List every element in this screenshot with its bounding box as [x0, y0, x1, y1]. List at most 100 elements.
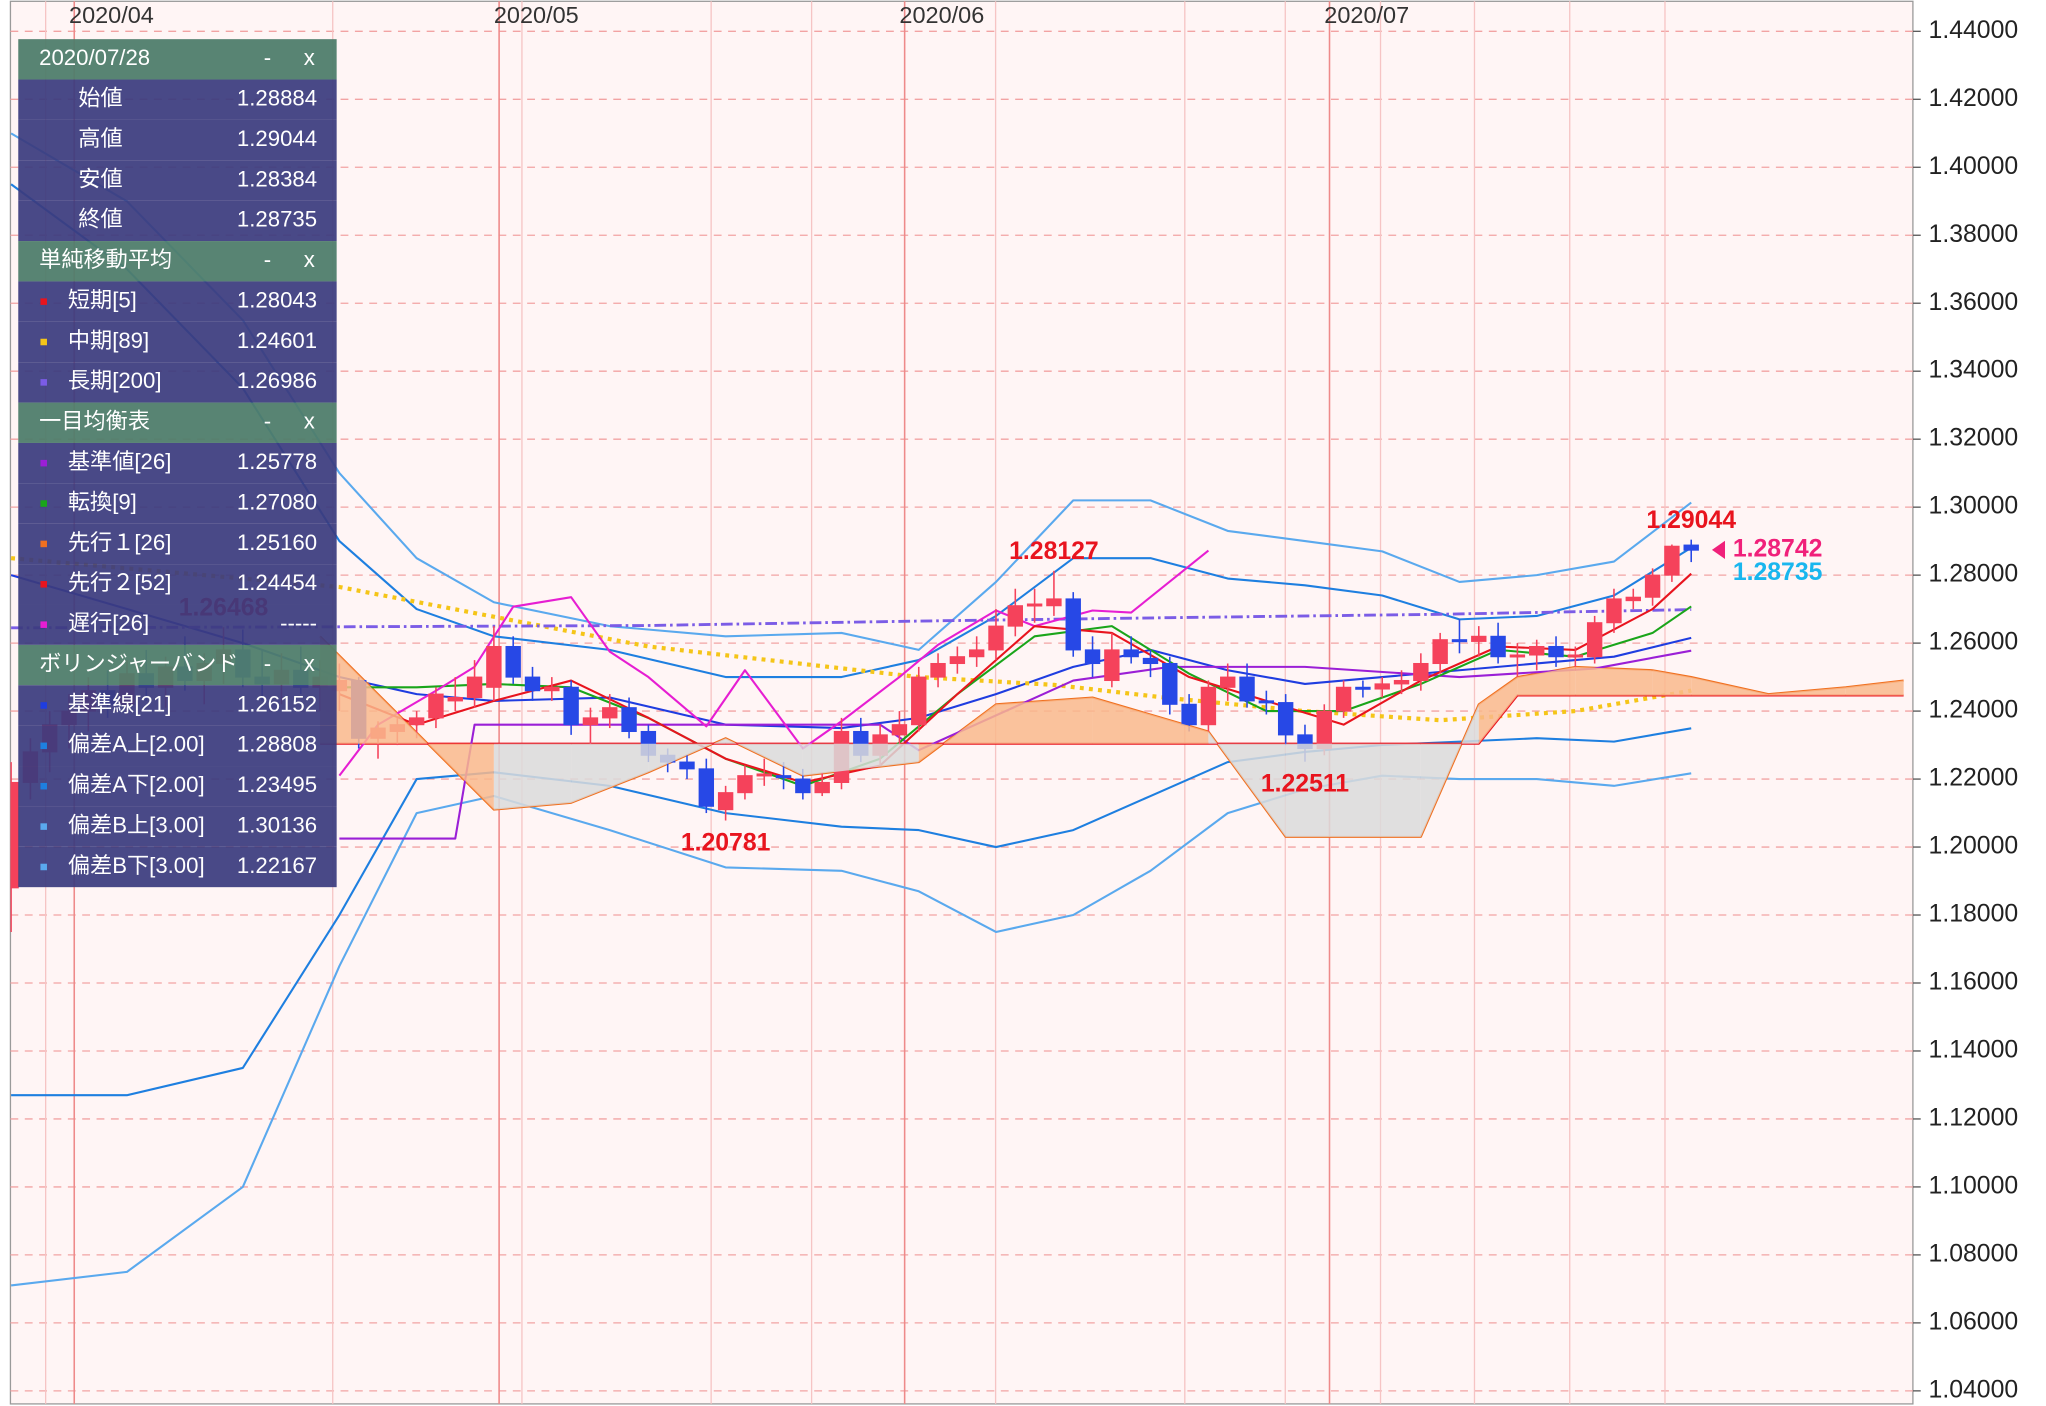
candle-body	[737, 775, 753, 794]
legend-label: 短期[5]	[68, 287, 137, 312]
panel-control[interactable]: x	[304, 45, 315, 70]
candle-body	[1181, 703, 1197, 726]
y-tick-label: 1.28000	[1929, 561, 2019, 588]
legend-label: 長期[200]	[68, 368, 162, 393]
candle-body	[1393, 679, 1410, 685]
panel-value: 1.28043	[237, 287, 317, 312]
legend-label: 中期[89]	[68, 328, 149, 353]
y-tick-label: 1.30000	[1929, 493, 2019, 520]
panel-row	[18, 321, 337, 363]
legend-swatch	[40, 742, 47, 750]
x-tick-label: 2020/05	[494, 2, 579, 28]
panel-row	[18, 483, 337, 524]
y-tick-label: 1.04000	[1929, 1376, 2019, 1403]
candle-body	[544, 686, 560, 692]
legend-swatch	[40, 500, 47, 507]
candle-body	[698, 768, 715, 807]
price-label: 1.28735	[1733, 559, 1823, 586]
candle-body	[428, 693, 444, 719]
y-tick-label: 1.26000	[1929, 629, 2019, 656]
panel-value: 1.25160	[237, 530, 317, 555]
candle-body	[1065, 598, 1081, 651]
candle-body	[1123, 649, 1139, 658]
y-tick-label: 1.08000	[1929, 1240, 2019, 1267]
candle-body	[988, 625, 1004, 651]
y-tick-label: 1.34000	[1929, 357, 2019, 384]
panel-header	[18, 241, 337, 282]
panel-row	[18, 685, 337, 726]
panel-value: 1.24454	[237, 570, 317, 595]
candle-body	[1026, 603, 1043, 607]
candle-body	[1374, 683, 1390, 690]
cloud-segment	[1092, 697, 1209, 744]
cloud-segment	[995, 697, 1093, 744]
panel-control[interactable]: -	[264, 247, 271, 272]
candle-body	[1548, 645, 1564, 658]
panel-control[interactable]: -	[264, 45, 271, 70]
panel-control[interactable]: x	[304, 651, 315, 676]
cloud-segment	[1285, 743, 1421, 837]
candle-body	[1451, 639, 1468, 643]
panel-control[interactable]: x	[304, 247, 315, 272]
candle-body	[968, 649, 985, 658]
candle-body	[1625, 596, 1641, 602]
cloud-segment	[648, 738, 726, 773]
high-low-label: 1.22511	[1261, 771, 1349, 798]
y-tick-label: 1.10000	[1929, 1172, 2019, 1199]
panel-label: 安値	[78, 166, 122, 191]
y-tick-label: 1.16000	[1929, 969, 2019, 996]
legend-swatch	[40, 702, 47, 709]
panel-row	[18, 766, 337, 807]
x-tick-label: 2020/07	[1324, 2, 1409, 28]
candle-body	[486, 645, 502, 688]
cloud-segment	[1478, 677, 1518, 744]
panel-control[interactable]: -	[264, 409, 271, 434]
indicator-line	[10, 556, 1692, 723]
panel-title: 一目均衡表	[39, 409, 150, 434]
panel-row	[18, 604, 337, 645]
candle-body	[1239, 676, 1255, 702]
candle-body	[1162, 662, 1178, 705]
panel-label: 終値	[78, 207, 122, 232]
candle-body	[1509, 654, 1526, 658]
candle-body	[1413, 662, 1429, 682]
candle-body	[1490, 635, 1506, 658]
panel-control[interactable]: -	[264, 651, 271, 676]
panel-value: 1.26986	[237, 368, 317, 393]
legend-swatch	[40, 581, 47, 588]
cloud-segment	[918, 704, 996, 763]
panel-row	[18, 281, 337, 322]
panel-row	[18, 523, 337, 565]
candle-body	[1567, 654, 1584, 658]
legend-swatch	[40, 823, 47, 830]
legend-swatch	[40, 338, 47, 346]
cloud-segment	[1652, 670, 1692, 696]
panel-row	[18, 725, 337, 767]
candle-body	[1220, 676, 1236, 688]
panel-control[interactable]: x	[304, 409, 315, 434]
cloud-segment	[1691, 677, 1769, 696]
panel-title: ボリンジャーバンド	[39, 651, 238, 676]
y-tick-label: 1.18000	[1929, 901, 2019, 928]
candle-body	[621, 707, 637, 733]
cloud-segment	[1845, 680, 1904, 696]
candle-body	[447, 696, 463, 702]
panel-value: 1.22167	[237, 853, 317, 878]
candle-body	[949, 656, 966, 665]
panel-title: 単純移動平均	[39, 247, 172, 272]
legend-label: 転換[9]	[68, 489, 137, 514]
candle-body	[756, 773, 772, 777]
panel-row	[18, 564, 337, 605]
panel-row	[18, 200, 337, 242]
high-low-label: 1.20781	[681, 830, 771, 857]
candle-body	[1277, 702, 1294, 736]
cloud-segment	[1208, 731, 1286, 837]
y-tick-label: 1.06000	[1929, 1308, 2019, 1335]
price-label: 1.28742	[1733, 535, 1823, 562]
legend-swatch	[40, 459, 47, 467]
panel-value: 1.27080	[237, 489, 317, 514]
cloud-segment	[1420, 704, 1479, 837]
indicator-line	[11, 727, 1692, 1097]
